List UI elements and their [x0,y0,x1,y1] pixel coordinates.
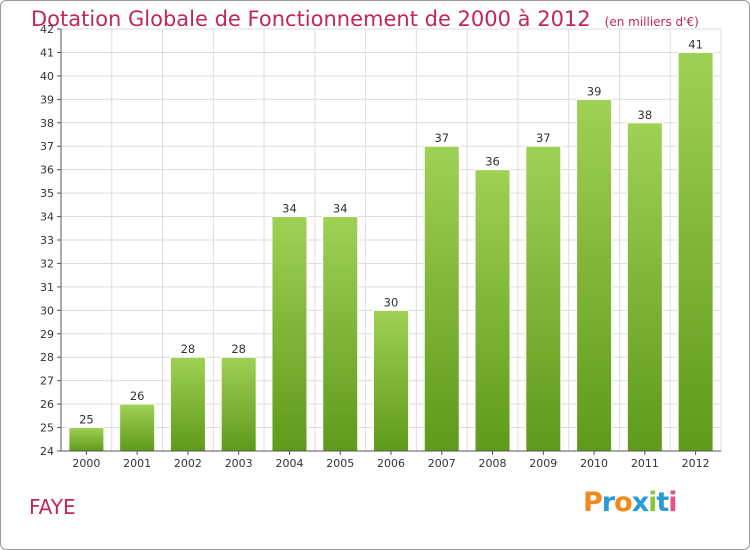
x-tick-label-2010: 2010 [580,457,608,470]
data-label-2012: 41 [688,37,703,51]
data-label-2006: 30 [384,295,399,309]
x-tick-label-2003: 2003 [225,457,253,470]
y-tick-label: 39 [40,93,54,106]
x-tick-label-2008: 2008 [479,457,507,470]
logo-letter: x [631,487,649,518]
x-tick-label-2007: 2007 [428,457,456,470]
bars [68,51,714,452]
y-tick-label: 40 [40,70,54,83]
data-label-2002: 28 [181,342,196,356]
logo-letter: o [614,487,633,518]
data-label-2003: 28 [231,342,246,356]
y-tick-label: 37 [40,140,54,153]
x-tick-label-2004: 2004 [275,457,303,470]
logo-letter: i [648,487,657,518]
bar-2011 [626,122,663,452]
y-tick-label: 42 [40,23,54,36]
x-tick-label-2001: 2001 [123,457,151,470]
data-label-2004: 34 [282,202,297,216]
bar-2000 [68,427,105,452]
commune-name: FAYE [29,495,76,519]
y-tick-label: 36 [40,164,54,177]
data-label-2005: 34 [333,202,348,216]
y-tick-label: 29 [40,328,54,341]
y-tick-label: 41 [40,46,54,59]
y-tick-label: 26 [40,398,54,411]
x-tick-label-2012: 2012 [682,457,710,470]
axes [57,28,721,455]
x-tick-label-2000: 2000 [72,457,100,470]
data-label-2001: 26 [130,389,145,403]
y-tick-label: 30 [40,304,54,317]
data-label-2010: 39 [587,84,602,98]
x-tick-label-2011: 2011 [631,457,659,470]
y-tick-label: 35 [40,187,54,200]
data-label-2011: 38 [638,108,653,122]
bar-2006 [373,309,409,452]
data-label-2007: 37 [434,131,449,145]
y-tick-label: 33 [40,234,54,247]
y-tick-label: 24 [40,445,54,458]
bar-2010 [576,98,613,452]
x-tick-label-2006: 2006 [377,457,405,470]
y-tick-label: 38 [40,117,54,130]
y-tick-label: 28 [40,351,54,364]
logo-letter: P [583,487,603,518]
logo-letter: r [601,487,615,518]
x-tick-label-2005: 2005 [326,457,354,470]
proxiti-logo: Proxiti [583,487,678,518]
y-tick-label: 32 [40,257,54,270]
bar-2007 [423,145,460,452]
y-tick-label: 25 [40,422,54,435]
bar-2012 [677,51,714,452]
logo-letter: i [668,487,677,518]
bar-2001 [119,403,156,452]
chart-title: Dotation Globale de Fonctionnement de 20… [31,7,699,31]
y-tick-label: 34 [40,211,54,224]
data-label-2008: 36 [485,155,500,169]
logo-letter: t [656,487,669,518]
x-tick-label-2002: 2002 [174,457,202,470]
labels: 24 25 26 27 28 29 30 31 32 33 34 35 36 37 38 39 40 41 42 25… [40,23,710,470]
data-label-2009: 37 [536,131,551,145]
bar-2003 [220,356,257,452]
bar-2002 [169,356,206,452]
bar-2004 [271,216,308,452]
chart-title-text: Dotation Globale de Fonctionnement de 20… [31,7,591,31]
bar-2005 [322,216,359,452]
bar-2009 [525,145,562,452]
chart-unit: (en milliers d'€) [604,15,699,29]
y-tick-label: 27 [40,375,54,388]
data-label-2000: 25 [79,413,94,427]
x-tick-label-2009: 2009 [529,457,557,470]
bar-2008 [474,169,511,452]
y-tick-label: 31 [40,281,54,294]
